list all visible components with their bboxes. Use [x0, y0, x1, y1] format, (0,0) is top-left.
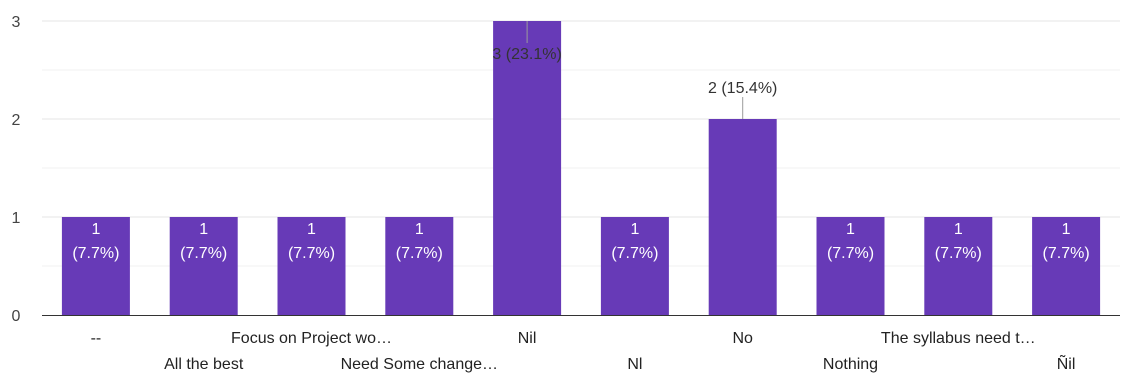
data-label-percent: (7.7%) — [611, 245, 658, 262]
data-label-count: 1 — [954, 221, 963, 238]
y-tick-label: 2 — [12, 112, 21, 129]
bar[interactable] — [924, 217, 993, 315]
x-tick-label: Need Some change… — [341, 356, 498, 373]
bar[interactable] — [493, 21, 562, 315]
data-label-percent: (7.7%) — [72, 245, 119, 262]
data-label-count: 1 — [415, 221, 424, 238]
data-label: 2 (15.4%) — [708, 80, 777, 97]
data-label-percent: (7.7%) — [935, 245, 982, 262]
data-labels: 1 (7.7%) 1 (7.7%) 1 (7.7%) 1 (7.7%) 3 (23.1%) 1 (7… — [72, 21, 1090, 262]
bar[interactable] — [816, 217, 885, 315]
bar[interactable] — [385, 217, 454, 315]
x-tick-label: Ñil — [1057, 353, 1076, 373]
data-label: 3 (23.1%) — [492, 46, 561, 63]
data-label-percent: (7.7%) — [1043, 245, 1090, 262]
x-tick-label: Nil — [518, 330, 537, 347]
x-tick-label: Focus on Project wo… — [231, 330, 392, 347]
x-tick-label: Nothing — [823, 356, 878, 373]
y-axis-ticks: 0 1 2 3 — [12, 14, 21, 325]
y-tick-label: 0 — [12, 308, 21, 325]
bar[interactable] — [1032, 217, 1101, 315]
y-tick-label: 1 — [12, 210, 21, 227]
x-tick-label: All the best — [164, 356, 244, 373]
data-label-percent: (7.7%) — [288, 245, 335, 262]
data-label-count: 1 — [1062, 221, 1071, 238]
data-label-count: 1 — [630, 221, 639, 238]
data-label-count: 1 — [307, 221, 316, 238]
data-label-percent: (7.7%) — [180, 245, 227, 262]
bar[interactable] — [277, 217, 346, 315]
bars — [61, 21, 1101, 315]
bar[interactable] — [708, 119, 777, 315]
x-tick-label: Nl — [627, 356, 642, 373]
x-tick-label: The syllabus need t… — [881, 330, 1036, 347]
bar[interactable] — [169, 217, 238, 315]
data-label-percent: (7.7%) — [396, 245, 443, 262]
bar[interactable] — [61, 217, 130, 315]
data-label-percent: (7.7%) — [827, 245, 874, 262]
data-label-count: 1 — [199, 221, 208, 238]
x-tick-label: No — [732, 330, 753, 347]
x-tick-label: -- — [91, 330, 102, 347]
data-label-count: 1 — [91, 221, 100, 238]
data-label-count: 1 — [846, 221, 855, 238]
bar[interactable] — [600, 217, 669, 315]
x-axis-labels: -- All the best Focus on Project wo… Need S… — [91, 330, 1076, 373]
y-tick-label: 3 — [12, 14, 21, 31]
